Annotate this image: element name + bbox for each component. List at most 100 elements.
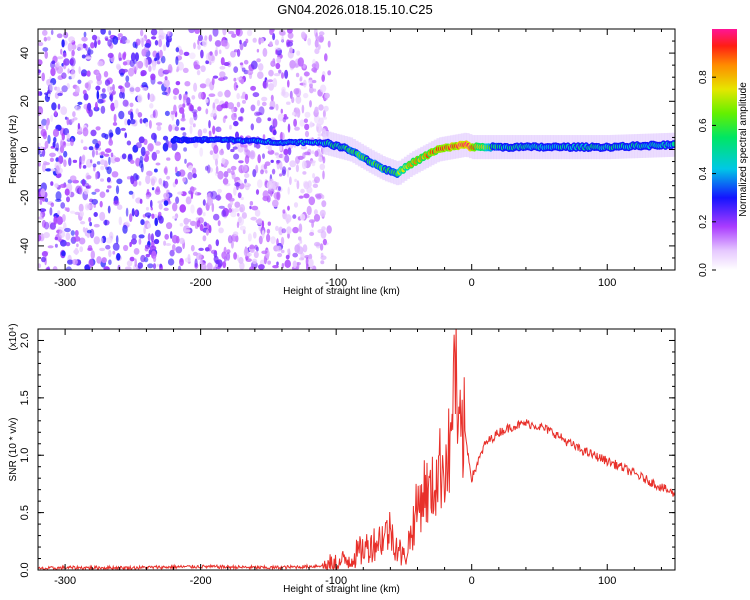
spectrogram-noise <box>95 126 101 131</box>
spectrogram-noise <box>314 176 320 184</box>
spectrogram-noise <box>61 39 65 48</box>
spectrogram-noise <box>104 219 108 226</box>
spectrogram-noise <box>258 235 263 245</box>
spectrogram-noise <box>170 110 175 115</box>
y-tick-label: 0.5 <box>19 505 31 520</box>
spectrogram-noise <box>174 166 178 173</box>
spectrogram-noise <box>314 150 319 157</box>
spectrogram-noise <box>83 31 87 38</box>
spectrogram-noise <box>266 228 271 234</box>
spectrogram-noise <box>240 107 245 114</box>
spectrogram-noise <box>50 29 54 36</box>
spectrogram-noise <box>270 60 275 66</box>
spectrogram-noise <box>230 170 235 176</box>
spectrogram-noise <box>55 198 62 202</box>
spectrogram-noise <box>197 217 204 224</box>
spectrogram-noise <box>154 229 161 238</box>
spectrogram-noise <box>236 221 240 229</box>
spectrogram-noise <box>279 173 283 177</box>
spectrogram-noise <box>191 95 196 100</box>
spectrogram-noise <box>40 128 47 137</box>
spectrogram-noise <box>135 108 139 115</box>
spectrogram-noise <box>112 84 115 92</box>
spectrogram-noise <box>309 160 316 164</box>
spectrogram-noise <box>92 138 98 145</box>
spectrogram-noise <box>126 260 133 267</box>
spectrogram-noise <box>125 75 130 83</box>
spectrogram-noise <box>118 85 123 89</box>
spectrogram-noise <box>233 186 237 196</box>
spectrogram-noise <box>277 252 283 258</box>
spectrogram-noise <box>91 191 97 195</box>
spectrogram-noise <box>177 191 183 195</box>
spectrogram-noise <box>56 56 64 60</box>
spectrogram-noise <box>281 35 284 43</box>
spectrogram-noise <box>227 235 233 244</box>
spectrogram-noise <box>279 161 283 171</box>
spectrogram-noise <box>217 91 223 98</box>
spectrogram-noise <box>221 251 227 260</box>
spectrogram-noise <box>293 202 299 208</box>
spectrogram-noise <box>277 113 285 122</box>
spectrogram-noise <box>123 244 129 252</box>
spectrogram-noise <box>294 107 300 114</box>
spectrogram-noise <box>202 128 208 134</box>
spectrogram-noise <box>57 226 64 231</box>
spectrogram-noise <box>318 117 324 126</box>
spectrogram-noise <box>229 201 234 206</box>
spectrogram-noise <box>153 238 160 245</box>
spectrogram-noise <box>276 261 279 266</box>
spectrogram-noise <box>250 85 256 91</box>
spectrogram-noise <box>179 107 185 114</box>
spectrogram-noise <box>138 234 145 239</box>
spectrogram-noise <box>141 37 144 48</box>
spectrogram-noise <box>150 233 154 243</box>
colorbar-tick-label: 0.8 <box>698 70 709 84</box>
spectrogram-noise <box>276 191 281 201</box>
spectrogram-noise <box>233 77 237 82</box>
spectrogram-noise <box>169 231 173 239</box>
spectrogram-noise <box>293 118 297 127</box>
snr-frame <box>37 328 676 571</box>
spectrogram-noise <box>100 159 106 166</box>
spectrogram-noise <box>262 134 266 140</box>
y-tick-label: -20 <box>19 190 31 206</box>
spectrogram-noise <box>178 93 182 101</box>
spectrogram-noise <box>296 180 300 190</box>
spectrogram-noise <box>67 68 70 74</box>
spectrogram-noise <box>215 239 219 247</box>
spectrogram-noise <box>145 121 149 127</box>
spectrogram-noise <box>70 230 75 236</box>
spectrogram-noise <box>41 72 45 82</box>
spectrogram-noise <box>154 168 158 173</box>
spectrogram-noise <box>300 188 305 194</box>
spectrogram-noise <box>99 211 106 221</box>
spectrogram-noise <box>196 207 203 216</box>
spectrogram-noise <box>81 36 88 42</box>
spectrogram-noise <box>90 250 96 260</box>
spectrogram-noise <box>298 195 304 199</box>
spectrogram-noise <box>177 61 184 71</box>
spectrogram-noise <box>180 127 186 131</box>
spectrogram-noise <box>112 242 120 251</box>
spectrogram-noise <box>154 57 158 62</box>
spectrogram-noise <box>111 171 119 178</box>
spectrogram-noise <box>219 71 226 78</box>
spectrogram-noise <box>169 249 175 257</box>
spectrogram-noise <box>287 232 290 239</box>
spectrogram-noise <box>155 149 160 154</box>
spectrogram-noise <box>294 178 297 183</box>
spectrogram-noise <box>197 129 203 138</box>
spectrogram-noise <box>83 93 89 101</box>
spectrogram-noise <box>63 58 70 66</box>
spectrogram-noise <box>41 118 48 126</box>
spectrogram-noise <box>319 163 326 170</box>
spectrogram-noise <box>166 157 171 161</box>
spectrogram-noise <box>151 187 155 191</box>
spectrogram-noise <box>124 132 127 139</box>
spectrogram-noise <box>130 52 136 62</box>
spectrogram-noise <box>103 71 109 78</box>
spectrogram-noise <box>294 63 299 68</box>
spectrogram-noise <box>147 143 154 152</box>
spectrogram-noise <box>158 68 165 77</box>
